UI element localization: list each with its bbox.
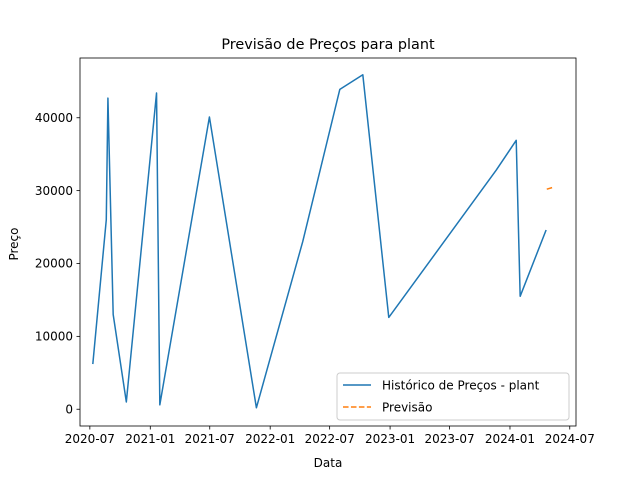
x-tick-label: 2022-01 (245, 432, 295, 446)
x-tick-label: 2024-07 (545, 432, 595, 446)
x-tick-label: 2023-07 (424, 432, 474, 446)
x-tick-label: 2022-07 (305, 432, 355, 446)
legend-box (336, 372, 570, 421)
series-line-0 (92, 74, 547, 409)
y-tick-label: 10000 (35, 330, 73, 344)
plot-area: 2020-07 2021-01 2021-07 2022-01 2022-07 2023-… (35, 57, 595, 446)
legend-label: Histórico de Preços - plant (382, 378, 540, 392)
y-tick-label: 30000 (35, 184, 73, 198)
x-tick-label: 2023-01 (365, 432, 415, 446)
x-tick-label: 2024-01 (485, 432, 535, 446)
x-tick-label: 2021-07 (185, 432, 235, 446)
y-tick-label: 0 (65, 402, 73, 416)
legend-label: Previsão (382, 400, 432, 414)
y-tick-label: 20000 (35, 257, 73, 271)
chart-title: Previsão de Preços para plant (221, 37, 435, 53)
series-line-1 (546, 186, 555, 190)
y-tick-label: 40000 (35, 111, 73, 125)
x-tick-label: 2021-01 (125, 432, 175, 446)
axes-frame (79, 57, 577, 427)
x-tick-label: 2020-07 (65, 432, 115, 446)
y-axis-label: Preço (7, 227, 21, 260)
x-axis-label: Data (314, 456, 343, 470)
